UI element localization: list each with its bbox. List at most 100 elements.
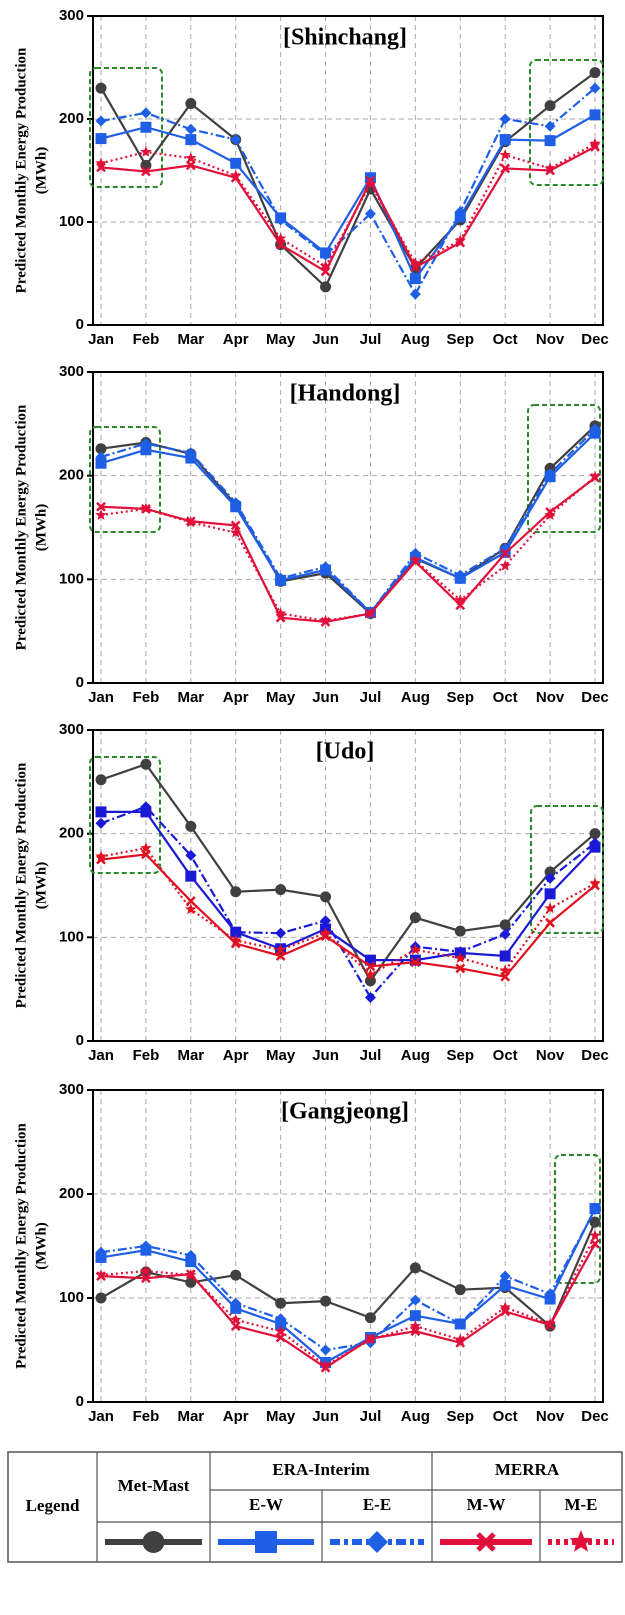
data-point: [365, 961, 376, 972]
x-tick-label: Apr: [223, 1408, 249, 1425]
x-tick-label: May: [266, 331, 296, 348]
data-point: [185, 123, 197, 135]
data-point: [499, 919, 511, 931]
data-point: [499, 928, 511, 940]
data-point: [185, 1269, 197, 1280]
data-point: [230, 134, 242, 146]
y-tick-label: 200: [59, 1185, 84, 1202]
data-point: [589, 67, 601, 79]
x-tick-label: May: [266, 1408, 296, 1425]
data-point: [409, 943, 422, 955]
data-point: [499, 113, 511, 125]
x-tick-label: Feb: [133, 1047, 160, 1064]
x-tick-label: Jan: [88, 1047, 114, 1064]
data-point: [230, 1297, 242, 1309]
x-tick-label: Sep: [447, 689, 475, 706]
data-point: [230, 886, 242, 898]
data-point: [140, 842, 152, 853]
series-line: [100, 428, 596, 615]
data-point: [545, 917, 555, 928]
highlight-box: [89, 426, 161, 533]
data-point: [409, 273, 421, 285]
legend-group: ERA-Interim: [272, 1460, 369, 1479]
x-tick-label: Feb: [133, 331, 160, 348]
y-tick-label: 0: [76, 674, 84, 691]
data-point: [454, 925, 466, 937]
data-point: [320, 1295, 332, 1307]
data-point: [274, 1325, 287, 1337]
data-point: [499, 964, 511, 976]
highlight-box: [554, 1154, 601, 1284]
data-point: [275, 572, 287, 584]
data-point: [141, 166, 151, 177]
legend-marker-shape: [255, 1531, 277, 1553]
data-point: [320, 281, 332, 293]
legend-marker: [255, 1531, 277, 1553]
x-tick-label: Nov: [536, 689, 565, 706]
legend-label: E-E: [363, 1495, 391, 1514]
chart-title: [Gangjeong]: [281, 1099, 409, 1125]
x-tick-label: Mar: [177, 331, 204, 348]
data-point: [454, 946, 466, 958]
series-line: [100, 475, 596, 622]
data-point: [275, 884, 287, 896]
series-line: [100, 1221, 597, 1328]
legend-marker-shape: [366, 1531, 388, 1553]
y-tick-label: 300: [59, 7, 84, 24]
data-point: [230, 1313, 242, 1325]
data-point: [409, 1320, 422, 1331]
data-point: [140, 1265, 152, 1276]
data-point: [140, 107, 152, 119]
data-point: [275, 1297, 287, 1309]
x-tick-label: Oct: [493, 1047, 518, 1064]
data-point: [185, 1256, 197, 1268]
data-point: [409, 1310, 421, 1322]
data-point: [320, 561, 332, 573]
data-point: [95, 509, 107, 520]
y-tick-label: 100: [59, 213, 84, 230]
data-point: [275, 927, 287, 939]
x-tick-label: Jun: [312, 1408, 339, 1425]
data-point: [454, 206, 466, 218]
data-point: [500, 163, 511, 174]
data-point: [409, 954, 421, 966]
data-point: [364, 1312, 376, 1324]
data-point: [544, 162, 556, 174]
data-point: [185, 903, 197, 915]
y-tick-label: 100: [59, 928, 84, 945]
chart-title: [Handong]: [290, 381, 401, 407]
data-point: [589, 137, 601, 149]
y-tick-label: 300: [59, 363, 84, 380]
legend-group: MERRA: [495, 1460, 560, 1479]
x-tick-label: Jul: [360, 689, 382, 706]
series-line: [100, 145, 596, 273]
highlight-box: [89, 67, 163, 188]
data-point: [274, 943, 287, 955]
data-point: [454, 1333, 466, 1345]
x-tick-label: Jul: [360, 331, 382, 348]
data-point: [95, 1269, 107, 1280]
y-tick-label: 0: [76, 1393, 84, 1410]
y-tick-label: 100: [59, 1289, 84, 1306]
y-tick-label: 200: [59, 825, 84, 842]
series-line: [100, 71, 596, 289]
data-point: [364, 1333, 377, 1345]
data-point: [499, 1280, 511, 1292]
legend-marker: [142, 1531, 165, 1553]
data-point: [364, 172, 376, 184]
data-point: [141, 1273, 151, 1284]
data-point: [364, 954, 376, 966]
x-tick-label: Dec: [581, 689, 609, 706]
data-point: [410, 957, 421, 968]
data-point: [275, 1313, 287, 1325]
x-tick-label: Apr: [223, 1047, 249, 1064]
legend-marker: [476, 1532, 496, 1552]
data-point: [409, 912, 421, 924]
x-tick-label: Nov: [536, 331, 565, 348]
data-point: [409, 1294, 421, 1306]
series-line: [101, 810, 596, 962]
data-point: [364, 607, 377, 619]
legend-marker-shape: [142, 1531, 165, 1553]
plot-frame: [92, 15, 604, 326]
